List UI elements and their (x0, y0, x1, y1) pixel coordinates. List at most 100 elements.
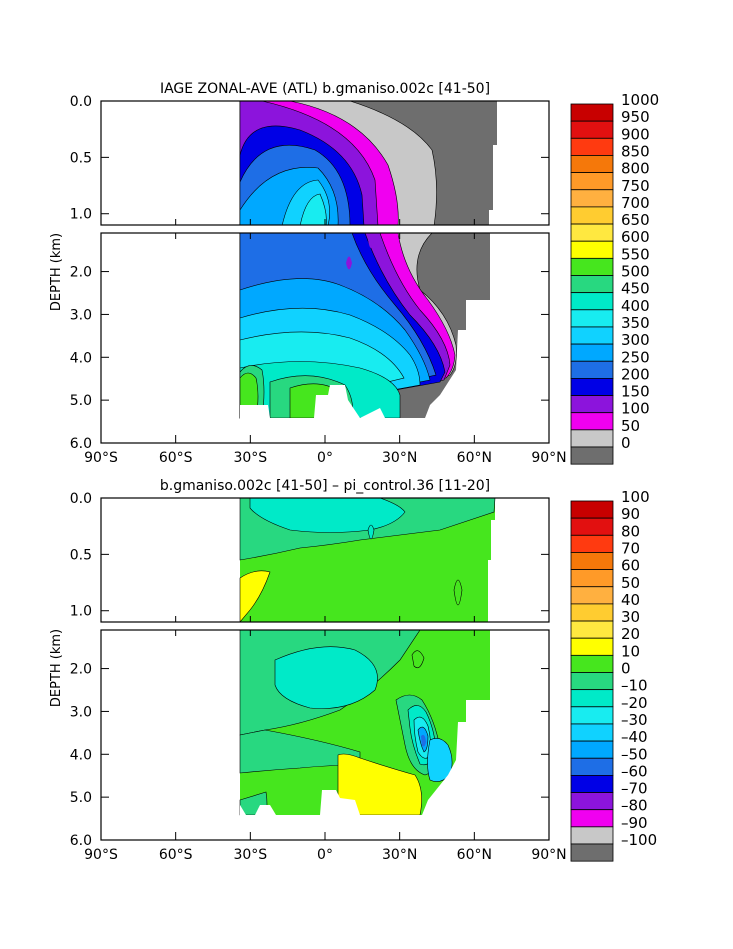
diff-colorbar-label: –90 (621, 814, 648, 832)
diff-y-label: DEPTH (km) (49, 629, 64, 707)
diff-colorbar-swatch (570, 843, 614, 862)
age-colorbar-label: 50 (621, 417, 640, 435)
diff-y-axis: 0.0 0.5 1.0 2.0 3.0 4.0 5.0 6.0 (70, 491, 549, 849)
age-colorbar-label: 200 (621, 365, 650, 383)
diff-x-tick-label: 60°S (159, 847, 193, 863)
diff-colorbar-swatch (570, 620, 614, 639)
age-colorbar-label: 650 (621, 211, 650, 229)
diff-x-tick-label: 30°N (382, 847, 417, 863)
diff-x-tick-label: 90°S (84, 847, 118, 863)
age-colorbar-swatch (570, 377, 614, 396)
age-colorbar-swatch (570, 206, 614, 225)
diff-colorbar-label: –30 (621, 711, 648, 729)
age-colorbar-label: 150 (621, 383, 650, 401)
age-x-axis: 90°S 60°S 30°S 0° 30°N 60°N 90°N (84, 219, 567, 466)
diff-colorbar-swatch (570, 757, 614, 776)
diff-colorbar-swatch (570, 586, 614, 605)
diff-colorbar-label: –50 (621, 745, 648, 763)
age-y-tick-label: 0.5 (70, 150, 92, 166)
age-y-tick-label: 6.0 (70, 436, 92, 452)
age-colorbar-label: 800 (621, 160, 650, 178)
age-y-tick-label: 5.0 (70, 393, 92, 409)
diff-y-tick-label: 0.0 (70, 491, 92, 507)
diff-colorbar-label: 0 (621, 660, 631, 678)
age-x-tick-label: 90°N (531, 450, 566, 466)
diff-y-tick-label: 6.0 (70, 833, 92, 849)
diff-field-lower (239, 630, 549, 840)
age-colorbar-label: 400 (621, 297, 650, 315)
age-colorbar-swatch (570, 172, 614, 191)
age-colorbar-label: 300 (621, 331, 650, 349)
diff-colorbar-label: 50 (621, 574, 640, 592)
age-colorbar-label: 550 (621, 245, 650, 263)
age-colorbar-label: 250 (621, 348, 650, 366)
age-colorbar-swatch (570, 360, 614, 379)
age-colorbar-label: 750 (621, 177, 650, 195)
diff-x-tick-label: 60°N (457, 847, 492, 863)
diff-y-tick-label: 1.0 (70, 604, 92, 620)
diff-colorbar-swatch (570, 569, 614, 588)
diff-colorbar-label: 90 (621, 505, 640, 523)
age-y-axis: 0.0 0.5 1.0 2.0 3.0 4.0 5.0 6.0 (70, 94, 549, 452)
age-colorbar-label: 950 (621, 108, 650, 126)
age-colorbar-label: 0 (621, 434, 631, 452)
diff-colorbar-label: –20 (621, 694, 648, 712)
diff-colorbar-swatch (570, 826, 614, 845)
diff-colorbar: 1009080706050403020100–10–20–30–40–50–60… (570, 488, 657, 862)
age-y-tick-label: 4.0 (70, 350, 92, 366)
age-field-upper (239, 101, 497, 225)
age-colorbar-swatch (570, 155, 614, 173)
age-colorbar-label: 450 (621, 280, 650, 298)
diff-colorbar-swatch (570, 654, 614, 673)
diff-y-tick-label: 5.0 (70, 790, 92, 806)
diff-colorbar-label: 40 (621, 591, 640, 609)
diff-colorbar-swatch (570, 517, 614, 536)
diff-colorbar-swatch (570, 534, 614, 553)
age-colorbar-swatch (570, 343, 614, 362)
age-colorbar-swatch (570, 189, 614, 208)
age-colorbar-label: 700 (621, 194, 650, 212)
diff-colorbar-swatch (570, 740, 614, 759)
age-colorbar: 1000950900850800750700650600550500450400… (570, 91, 659, 465)
diff-y-tick-label: 0.5 (70, 547, 92, 563)
age-colorbar-swatch (570, 446, 614, 465)
age-colorbar-swatch (570, 412, 614, 431)
age-y-label: DEPTH (km) (49, 233, 64, 311)
age-colorbar-swatch (570, 120, 614, 139)
diff-colorbar-label: –100 (621, 831, 657, 849)
age-y-tick-label: 3.0 (70, 307, 92, 323)
diff-colorbar-swatch (570, 792, 614, 811)
age-colorbar-label: 850 (621, 142, 650, 160)
diff-colorbar-label: –10 (621, 677, 648, 695)
age-panel: IAGE ZONAL-AVE (ATL) b.gmaniso.002c [41-… (49, 81, 659, 466)
age-field-lower (239, 233, 549, 443)
age-colorbar-label: 350 (621, 314, 650, 332)
age-y-tick-label: 0.0 (70, 94, 92, 110)
age-x-tick-label: 30°N (382, 450, 417, 466)
diff-colorbar-label: 20 (621, 625, 640, 643)
diff-colorbar-label: –40 (621, 728, 648, 746)
diff-colorbar-swatch (570, 723, 614, 742)
diff-panel-title: b.gmaniso.002c [41-50] – pi_control.36 [… (160, 478, 490, 494)
diff-field-upper (239, 498, 496, 622)
diff-y-tick-label: 2.0 (70, 662, 92, 678)
diff-colorbar-label: –80 (621, 797, 648, 815)
age-panel-title: IAGE ZONAL-AVE (ATL) b.gmaniso.002c [41-… (160, 81, 490, 97)
diff-colorbar-label: 10 (621, 642, 640, 660)
diff-colorbar-swatch (570, 809, 614, 828)
age-colorbar-swatch (570, 223, 614, 242)
age-colorbar-label: 900 (621, 125, 650, 143)
diff-x-axis: 90°S 60°S 30°S 0° 30°N 60°N 90°N (84, 616, 567, 863)
age-x-tick-label: 90°S (84, 450, 118, 466)
age-x-tick-label: 0° (317, 450, 333, 466)
age-colorbar-swatch (570, 240, 614, 259)
age-x-tick-label: 60°S (159, 450, 193, 466)
age-y-tick-label: 2.0 (70, 265, 92, 281)
age-colorbar-swatch (570, 292, 614, 311)
diff-colorbar-swatch (570, 603, 614, 622)
diff-colorbar-label: –70 (621, 780, 648, 798)
diff-colorbar-label: 30 (621, 608, 640, 626)
age-colorbar-swatch (570, 257, 614, 276)
age-colorbar-swatch (570, 137, 614, 156)
